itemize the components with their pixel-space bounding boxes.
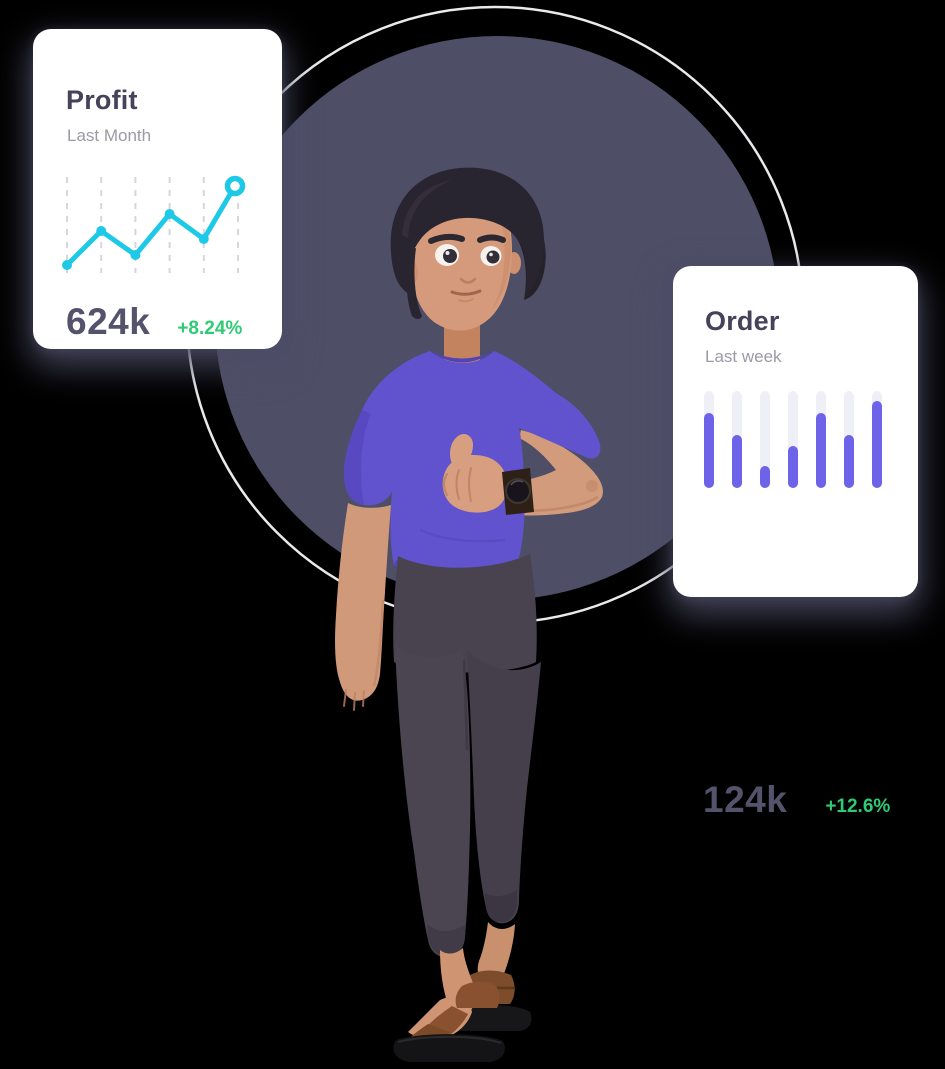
bar-track	[732, 391, 742, 488]
profit-stats: 624k +8.24%	[66, 301, 242, 343]
character	[335, 167, 603, 1062]
order-card: Order Last week 124k +12.6%	[673, 266, 918, 820]
order-stats: 124k +12.6%	[703, 779, 890, 821]
bar-track	[816, 391, 826, 488]
order-value: 124k	[703, 779, 788, 820]
bar-track	[872, 391, 882, 488]
profit-delta: +8.24%	[177, 318, 243, 339]
profit-card: Profit Last Month 624k +8.24%	[33, 29, 282, 349]
order-card-subtitle: Last week	[705, 347, 782, 366]
bar-fill	[872, 400, 882, 488]
bar-fill	[844, 434, 854, 488]
order-bar-chart	[704, 391, 888, 488]
bar-track	[844, 391, 854, 488]
profit-card-subtitle: Last Month	[67, 126, 152, 145]
bar-fill	[760, 465, 770, 488]
order-delta: +12.6%	[825, 796, 891, 817]
bar-fill	[816, 413, 826, 488]
profit-line-chart	[62, 175, 246, 273]
bar-fill	[732, 434, 742, 488]
order-card-title: Order	[705, 306, 780, 336]
bar-track	[760, 391, 770, 488]
bar-fill	[704, 413, 714, 488]
profit-card-title: Profit	[66, 85, 138, 115]
bar-track	[704, 391, 714, 488]
profit-value: 624k	[66, 301, 151, 342]
bar-fill	[788, 446, 798, 488]
bar-track	[788, 391, 798, 488]
